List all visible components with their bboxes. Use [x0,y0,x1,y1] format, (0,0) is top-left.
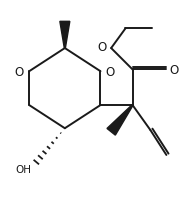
Text: O: O [169,64,178,76]
Text: O: O [106,65,115,78]
Text: OH: OH [16,164,32,174]
Text: O: O [98,41,107,53]
Text: O: O [15,65,24,78]
Polygon shape [107,105,133,135]
Polygon shape [60,22,70,49]
